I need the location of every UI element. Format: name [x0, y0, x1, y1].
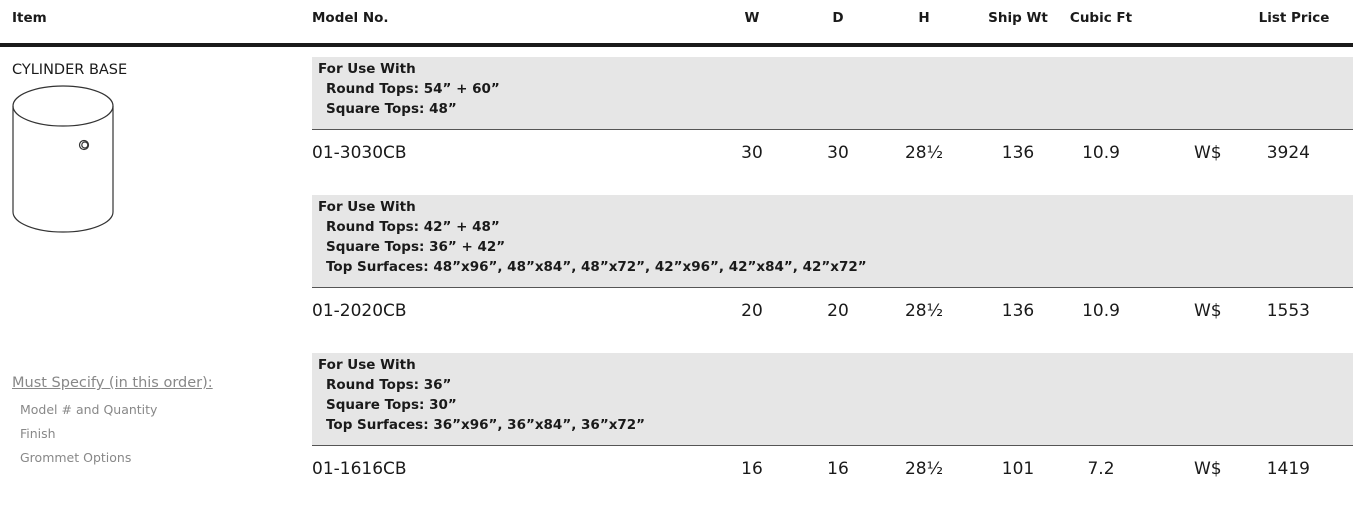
list-price: 1553: [1266, 301, 1310, 321]
must-specify-item: Finish: [20, 426, 56, 441]
header-h: H: [918, 10, 930, 26]
cylinder-icon: [12, 85, 114, 233]
use-with-line: Square Tops: 48”: [326, 101, 457, 117]
header-w: W: [744, 10, 760, 26]
list-price: 1419: [1266, 459, 1310, 479]
model-number: 01-3030CB: [312, 143, 407, 163]
cell-w: 16: [741, 459, 763, 479]
cell-h: 28½: [904, 459, 944, 479]
cell-w: 30: [741, 143, 763, 163]
cell-ship-wt: 136: [1001, 301, 1035, 321]
must-specify-item: Grommet Options: [20, 450, 132, 465]
use-with-line: Square Tops: 36” + 42”: [326, 239, 506, 255]
header-rule: [0, 43, 1353, 47]
use-with-block: [312, 353, 1353, 446]
cell-d: 30: [827, 143, 849, 163]
cell-cubic-ft: 7.2: [1087, 459, 1115, 479]
cell-d: 20: [827, 301, 849, 321]
use-with-title: For Use With: [318, 199, 416, 215]
list-price: 3924: [1266, 143, 1310, 163]
use-with-title: For Use With: [318, 357, 416, 373]
header-cubic-ft: Cubic Ft: [1069, 10, 1133, 26]
currency: W$: [1194, 301, 1222, 321]
header-list-price: List Price: [1258, 10, 1330, 26]
item-name: CYLINDER BASE: [12, 62, 128, 78]
must-specify-title: Must Specify (in this order):: [12, 375, 213, 391]
use-with-line: Square Tops: 30”: [326, 397, 457, 413]
use-with-block: [312, 57, 1353, 130]
use-with-line: Round Tops: 36”: [326, 377, 452, 393]
header-item: Item: [12, 10, 47, 26]
cell-d: 16: [827, 459, 849, 479]
currency: W$: [1194, 459, 1222, 479]
cell-w: 20: [741, 301, 763, 321]
use-with-line: Top Surfaces: 36”x96”, 36”x84”, 36”x72”: [326, 417, 646, 433]
use-with-title: For Use With: [318, 61, 416, 77]
cell-h: 28½: [904, 143, 944, 163]
must-specify-item: Model # and Quantity: [20, 402, 158, 417]
use-with-line: Round Tops: 54” + 60”: [326, 81, 500, 97]
use-with-line: Top Surfaces: 48”x96”, 48”x84”, 48”x72”,…: [326, 259, 867, 275]
header-d: D: [832, 10, 844, 26]
cell-ship-wt: 101: [1001, 459, 1035, 479]
cell-ship-wt: 136: [1001, 143, 1035, 163]
currency: W$: [1194, 143, 1222, 163]
header-model: Model No.: [312, 10, 389, 26]
model-number: 01-2020CB: [312, 301, 407, 321]
cell-cubic-ft: 10.9: [1082, 301, 1120, 321]
cell-h: 28½: [904, 301, 944, 321]
model-number: 01-1616CB: [312, 459, 407, 479]
use-with-line: Round Tops: 42” + 48”: [326, 219, 500, 235]
use-with-block: [312, 195, 1353, 288]
header-ship-wt: Ship Wt: [988, 10, 1048, 26]
cell-cubic-ft: 10.9: [1082, 143, 1120, 163]
